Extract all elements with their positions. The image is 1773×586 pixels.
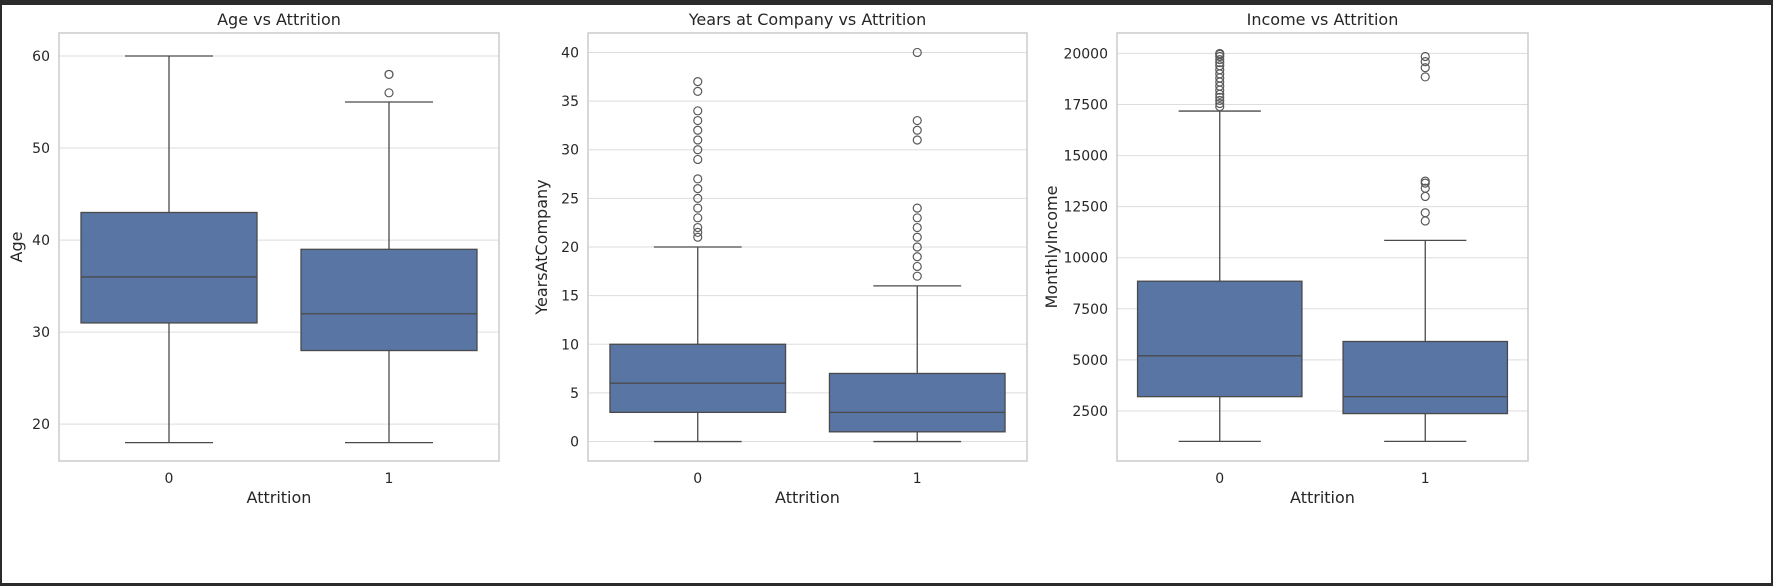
outlier-point — [912, 222, 922, 233]
plot-frame — [58, 32, 500, 462]
y-axis-label: Age — [7, 232, 26, 263]
box — [609, 343, 787, 414]
y-tick-label: 2500 — [1072, 404, 1108, 420]
outlier-point — [1420, 208, 1430, 218]
outlier-point — [693, 125, 703, 135]
y-tick-label: 17500 — [1063, 98, 1108, 114]
box — [1342, 340, 1509, 415]
y-tick-label: 20000 — [1063, 46, 1108, 62]
x-tick-label: 0 — [693, 471, 702, 487]
x-tick-label: 0 — [1215, 471, 1224, 487]
outlier-point — [693, 115, 703, 126]
x-tick-label: 0 — [165, 471, 174, 487]
x-tick-label: 1 — [385, 471, 394, 487]
box — [80, 211, 258, 324]
chart-title: Years at Company vs Attrition — [688, 10, 926, 29]
chart-title: Age vs Attrition — [217, 10, 341, 29]
y-tick-label: 15000 — [1063, 149, 1108, 165]
y-tick-label: 40 — [32, 233, 50, 249]
outlier-point — [912, 242, 922, 252]
outlier-point — [912, 125, 922, 135]
outlier-point — [384, 69, 394, 80]
outlier-point — [1215, 61, 1225, 71]
y-tick-label: 30 — [561, 143, 579, 159]
plot-frame — [1116, 32, 1529, 462]
box — [1136, 280, 1303, 398]
outlier-point — [693, 184, 703, 194]
outlier-point — [1420, 63, 1430, 73]
y-tick-label: 50 — [32, 141, 50, 157]
outlier-point — [1420, 176, 1430, 186]
y-axis-label: MonthlyIncome — [1042, 186, 1061, 309]
plot-frame — [587, 32, 1028, 462]
outlier-point — [912, 213, 922, 223]
outlier-point — [912, 203, 922, 213]
x-axis-label: Attrition — [1290, 488, 1355, 507]
outlier-point — [1215, 101, 1225, 112]
outlier-point — [384, 88, 394, 98]
y-tick-label: 7500 — [1072, 302, 1108, 318]
y-tick-label: 25 — [561, 191, 579, 207]
box — [828, 372, 1006, 433]
outlier-point — [1215, 98, 1225, 109]
outlier-point — [912, 115, 922, 126]
outlier-point — [1215, 92, 1225, 102]
outlier-point — [693, 77, 703, 87]
outlier-point — [693, 232, 703, 242]
outlier-point — [912, 271, 922, 281]
outlier-point — [1420, 191, 1430, 202]
y-tick-label: 40 — [561, 45, 579, 61]
outlier-point — [1420, 183, 1430, 193]
outlier-point — [693, 174, 703, 184]
outlier-point — [693, 154, 703, 165]
chart-title: Income vs Attrition — [1247, 10, 1399, 29]
outlier-point — [912, 252, 922, 262]
x-tick-label: 1 — [1421, 471, 1430, 487]
outlier-point — [1420, 51, 1430, 62]
outlier-point — [1215, 54, 1225, 65]
outlier-point — [693, 86, 703, 96]
figure: 20 30 40 50 60 0 1 Age vs Attrition Attrition Age… — [2, 5, 1771, 583]
outlier-point — [912, 47, 922, 58]
x-axis-label: Attrition — [775, 488, 840, 507]
outlier-point — [912, 232, 922, 242]
outlier-point — [1215, 65, 1225, 75]
x-axis-label: Attrition — [247, 488, 312, 507]
outlier-point — [1215, 48, 1225, 59]
outlier-point — [1420, 216, 1430, 226]
box — [300, 248, 478, 352]
outlier-point — [1420, 57, 1430, 67]
y-tick-label: 12500 — [1063, 200, 1108, 216]
outlier-point — [693, 213, 703, 223]
y-tick-label: 5 — [570, 386, 579, 402]
y-axis-label: YearsAtCompany — [532, 179, 551, 315]
y-tick-label: 20 — [32, 417, 50, 433]
outlier-point — [693, 222, 703, 233]
outlier-point — [912, 135, 922, 145]
outlier-point — [1420, 72, 1430, 82]
y-tick-label: 20 — [561, 240, 579, 256]
y-tick-label: 60 — [32, 49, 50, 65]
outlier-point — [693, 135, 703, 145]
y-tick-label: 10000 — [1063, 251, 1108, 267]
y-tick-label: 30 — [32, 325, 50, 341]
outlier-point — [693, 203, 703, 213]
y-tick-label: 0 — [570, 435, 579, 451]
y-tick-label: 10 — [561, 337, 579, 353]
outlier-point — [912, 261, 922, 272]
outlier-point — [1215, 95, 1225, 106]
y-tick-label: 5000 — [1072, 353, 1108, 369]
y-tick-label: 35 — [561, 94, 579, 110]
outlier-point — [693, 193, 703, 203]
y-tick-label: 15 — [561, 289, 579, 305]
x-tick-label: 1 — [913, 471, 922, 487]
outlier-point — [693, 145, 703, 155]
outlier-point — [693, 106, 703, 116]
outlier-point — [693, 227, 703, 238]
